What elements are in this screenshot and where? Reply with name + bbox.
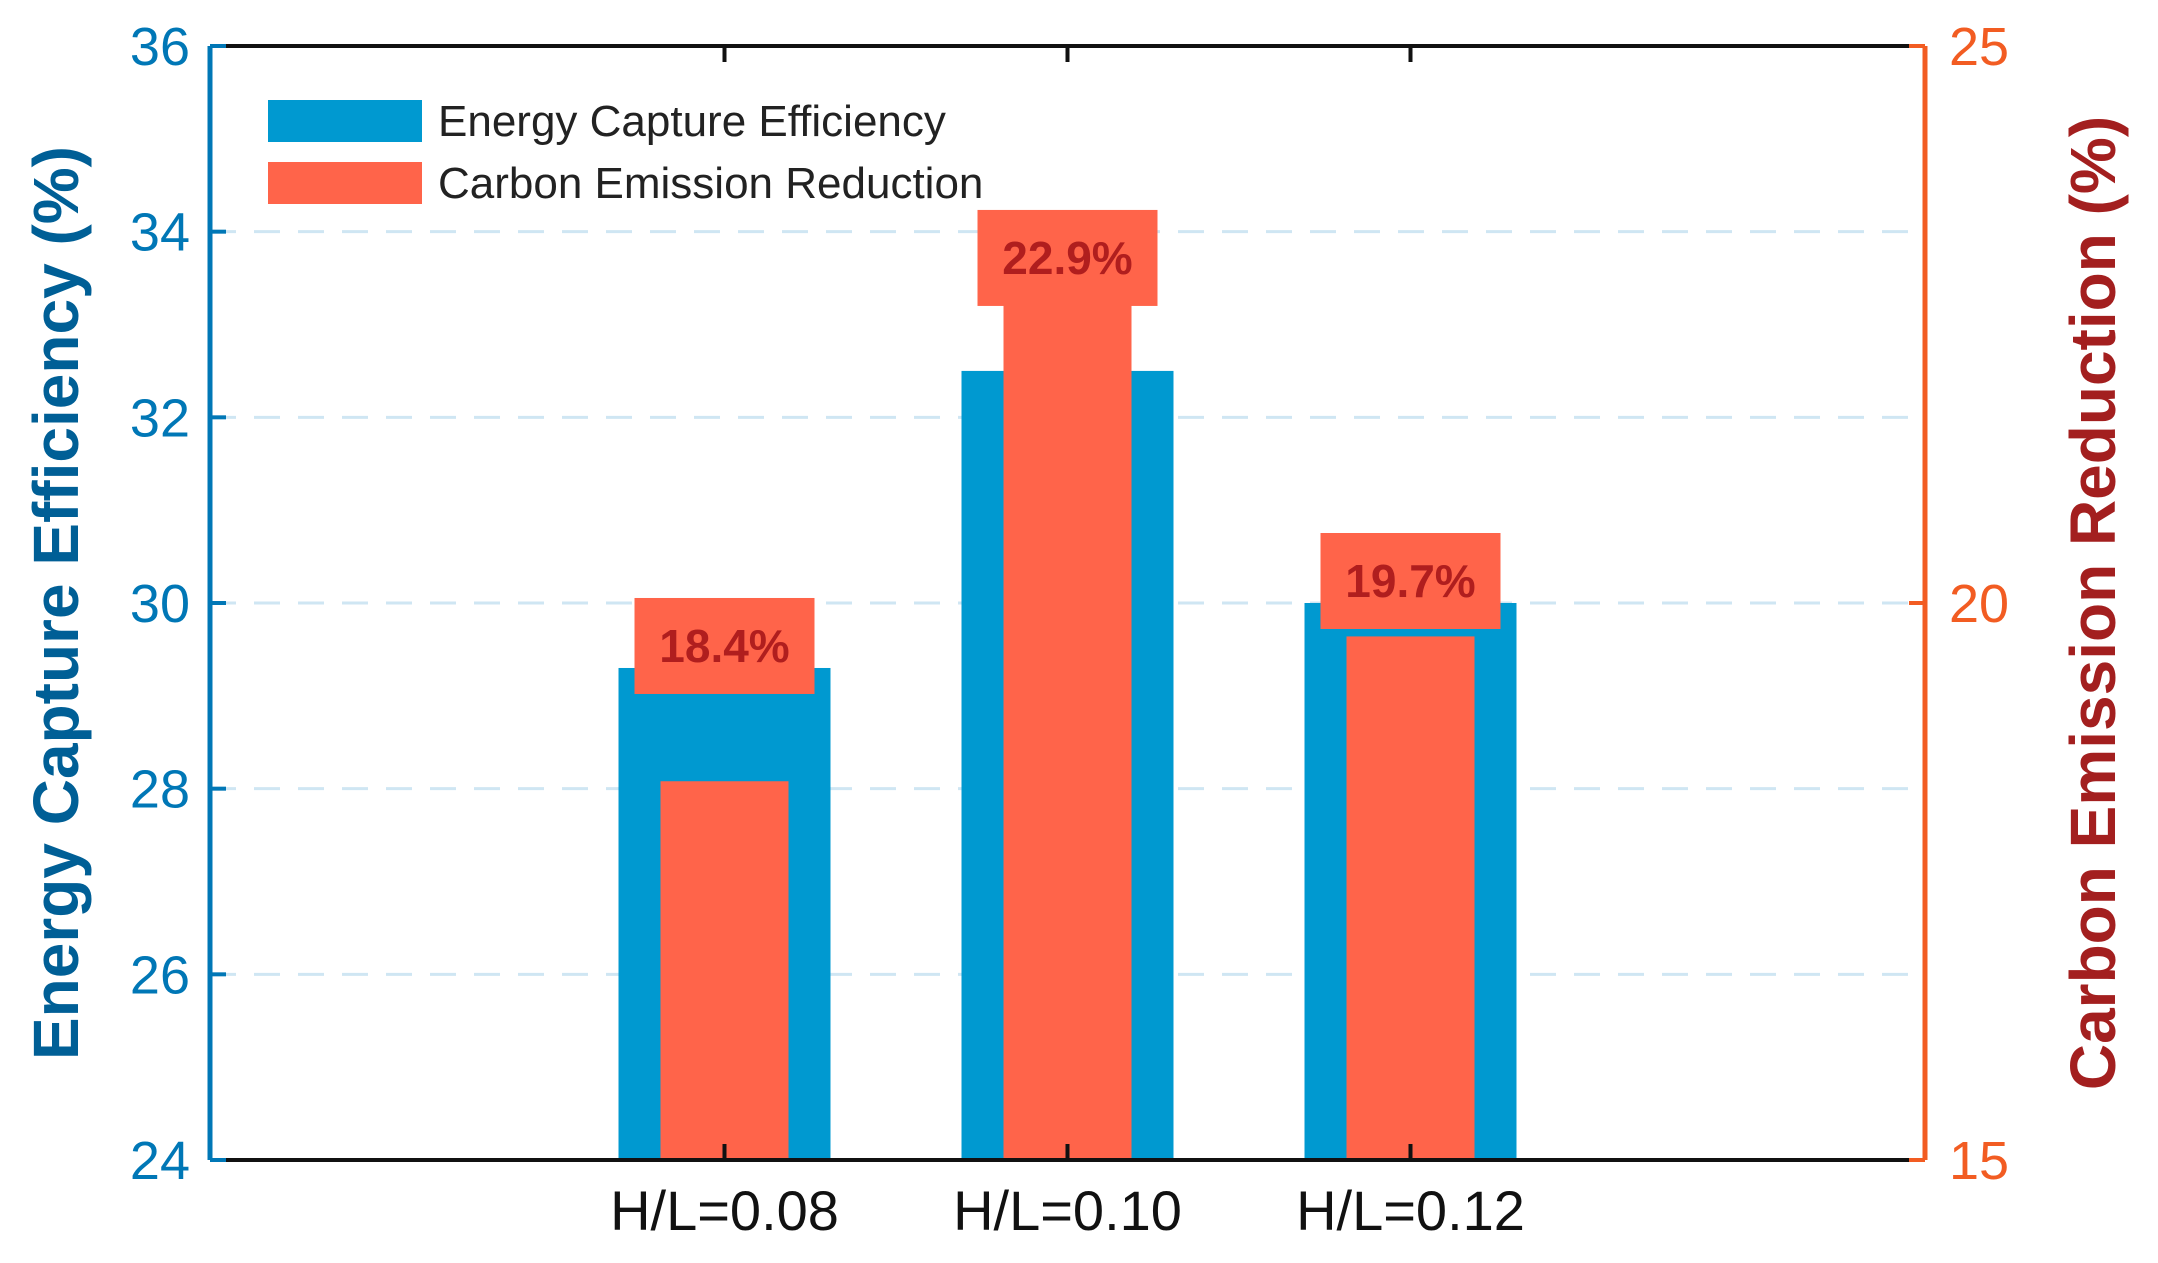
bar-carbon-reduction (1346, 636, 1475, 1160)
y-axis-left-title: Energy Capture Efficiency (%) (20, 146, 92, 1060)
left-tick-label: 34 (130, 203, 190, 263)
left-tick-label: 32 (130, 388, 190, 448)
y-axis-right-title: Carbon Emission Reduction (%) (2057, 116, 2129, 1090)
bar-carbon-reduction (660, 781, 789, 1160)
left-tick-label: 28 (130, 760, 190, 820)
data-label-text: 19.7% (1345, 555, 1475, 607)
legend-label-carbon: Carbon Emission Reduction (438, 159, 983, 208)
left-tick-label: 26 (130, 945, 190, 1005)
bars (618, 279, 1517, 1161)
x-tick-label: H/L=0.08 (610, 1179, 839, 1242)
axes: 24 26 28 30 32 34 36 15 20 25 H/L=0.08 H/L=0.10 H/L=… (20, 17, 2129, 1242)
data-label-box (1320, 533, 1501, 629)
x-tick-label: H/L=0.10 (953, 1179, 1182, 1242)
left-tick-label: 30 (130, 574, 190, 634)
legend-swatch-carbon (268, 162, 422, 204)
legend: Energy Capture Efficiency Carbon Emission… (268, 97, 983, 208)
bar-carbon-reduction (1003, 279, 1132, 1160)
data-labels: 18.4% 22.9% 19.7% (634, 209, 1501, 694)
left-tick-label: 36 (130, 17, 190, 77)
right-tick-label: 20 (1949, 574, 2009, 634)
right-tick-label: 25 (1949, 17, 2009, 77)
data-label-box (977, 209, 1158, 306)
legend-swatch-energy (268, 100, 422, 142)
right-tick-label: 15 (1949, 1131, 2009, 1191)
left-tick-label: 24 (130, 1131, 190, 1191)
data-label-text: 18.4% (659, 620, 789, 672)
data-label-text: 22.9% (1002, 232, 1132, 284)
x-tick-label: H/L=0.12 (1296, 1179, 1525, 1242)
legend-label-energy: Energy Capture Efficiency (438, 97, 946, 146)
data-label-box (634, 597, 815, 694)
